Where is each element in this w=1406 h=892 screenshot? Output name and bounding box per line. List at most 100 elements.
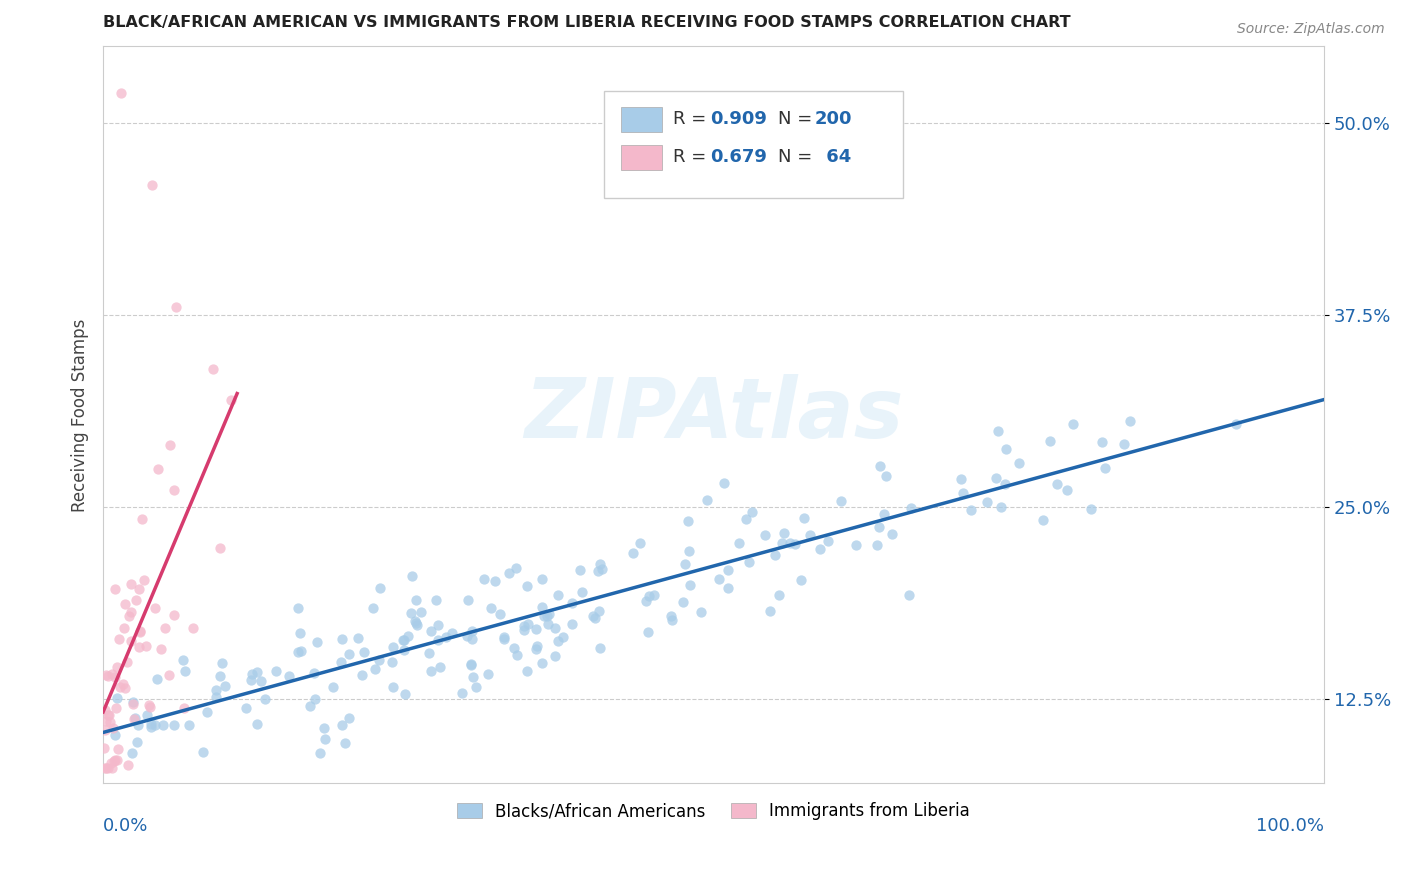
Point [121,605,143,619]
Point [900,500,922,515]
Point [427,618,450,632]
Point [122,712,145,726]
Point [127,718,149,732]
Point [952,486,974,500]
Point [139,720,162,734]
Point [817,534,839,549]
Point [105,690,128,705]
Point [405,592,427,607]
Point [411,606,433,620]
Point [235,701,257,715]
Text: BLACK/AFRICAN AMERICAN VS IMMIGRANTS FROM LIBERIA RECEIVING FOOD STAMPS CORRELAT: BLACK/AFRICAN AMERICAN VS IMMIGRANTS FRO… [103,15,1071,30]
Point [472,572,495,586]
Text: 100.0%: 100.0% [1256,817,1324,835]
Point [404,614,426,628]
Point [135,640,157,654]
Point [460,632,482,646]
Point [513,618,536,632]
Point [100,756,122,770]
Point [531,572,554,586]
Point [589,557,612,571]
Point [132,574,155,588]
Point [770,535,793,549]
Point [97,708,120,723]
Point [288,625,311,640]
Point [754,527,776,541]
Point [1112,437,1135,451]
Point [149,642,172,657]
Point [1039,434,1062,448]
Point [304,692,326,706]
Point [97,761,120,775]
Point [131,512,153,526]
Point [875,469,897,483]
Point [392,633,415,648]
Point [125,593,148,607]
Point [246,717,269,731]
Point [779,536,801,550]
Point [177,718,200,732]
Point [561,616,583,631]
Point [121,746,143,760]
Point [104,701,127,715]
Point [329,656,352,670]
Point [335,736,357,750]
Text: 200: 200 [815,110,852,128]
Point [290,644,312,658]
Point [157,668,180,682]
Point [987,425,1010,439]
Point [505,561,527,575]
Point [105,659,128,673]
Point [143,601,166,615]
Point [661,613,683,627]
Point [488,607,510,622]
Point [763,549,786,563]
Point [436,630,458,644]
Point [110,680,132,694]
Point [368,581,391,595]
Point [105,753,128,767]
Point [537,617,560,632]
Point [214,679,236,693]
Point [479,601,502,615]
Point [637,625,659,640]
Point [382,640,405,654]
Point [785,537,807,551]
Point [898,587,921,601]
Point [153,621,176,635]
Point [93,741,115,756]
Point [129,624,152,639]
Text: 64: 64 [820,148,851,166]
Text: N =: N = [778,148,818,166]
Point [104,582,127,597]
Point [139,700,162,714]
Point [460,657,482,672]
Point [551,630,574,644]
Point [94,761,117,775]
Point [793,510,815,524]
Point [112,621,135,635]
Point [672,595,695,609]
Point [129,624,152,638]
Point [309,746,332,760]
Point [98,715,121,730]
Point [790,573,813,587]
Point [419,664,441,678]
Point [588,564,610,578]
Point [589,641,612,656]
Point [460,657,482,672]
Point [172,653,194,667]
Point [219,393,242,408]
Point [195,706,218,720]
Point [139,716,162,731]
Point [143,718,166,732]
Point [568,563,591,577]
Point [673,557,696,571]
Point [305,634,328,648]
Point [392,643,415,657]
Point [124,711,146,725]
Point [477,667,499,681]
Point [146,672,169,686]
Point [990,500,1012,514]
Point [353,645,375,659]
